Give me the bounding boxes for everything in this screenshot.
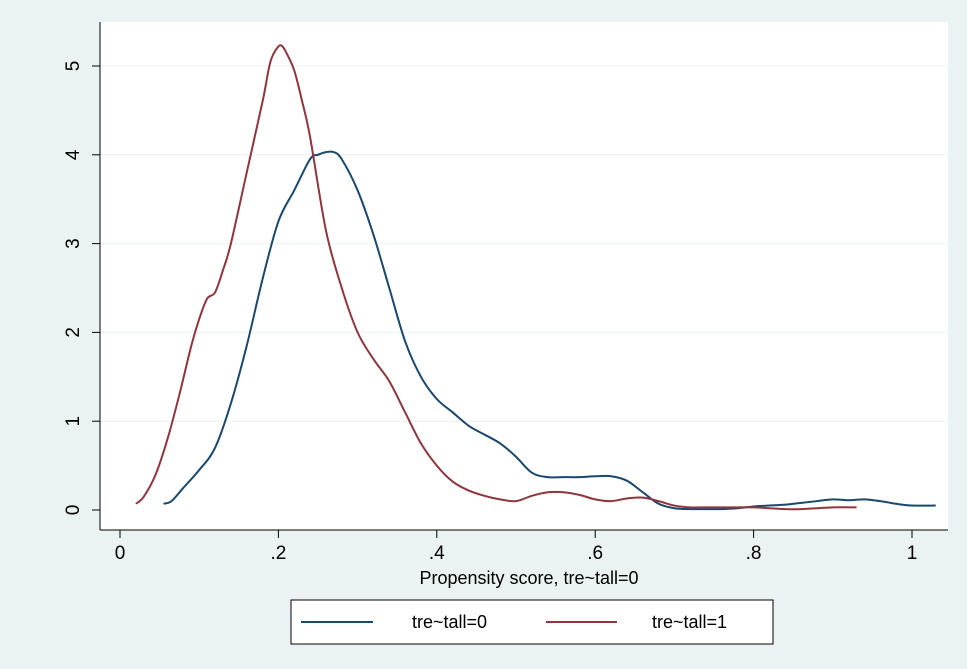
x-axis-ticks: 0 .2 .4 .6 .8 1 xyxy=(115,530,918,564)
x-tick-label: 0 xyxy=(115,543,126,564)
series-line-1 xyxy=(135,44,857,511)
y-tick-label: 1 xyxy=(63,416,84,427)
y-tick-label: 4 xyxy=(63,149,84,160)
y-axis-ticks: 0 1 2 3 4 5 xyxy=(63,61,100,516)
y-tick-label: 3 xyxy=(63,238,84,249)
y-tick-label: 0 xyxy=(63,505,84,516)
series-line-0 xyxy=(163,150,936,511)
x-tick-label: .8 xyxy=(746,543,762,564)
plot-area xyxy=(100,22,948,530)
grid-lines xyxy=(100,65,948,422)
y-tick-label: 5 xyxy=(63,61,84,72)
x-axis-title: Propensity score, tre~tall=0 xyxy=(419,568,638,588)
x-tick-label: 1 xyxy=(907,543,918,564)
legend: tre~tall=0 tre~tall=1 xyxy=(290,599,774,645)
y-tick-label: 2 xyxy=(63,327,84,338)
series-layer xyxy=(135,44,936,511)
x-tick-label: .6 xyxy=(587,543,603,564)
x-tick-label: .2 xyxy=(270,543,286,564)
x-tick-label: .4 xyxy=(429,543,445,564)
legend-label-series-0: tre~tall=0 xyxy=(412,612,487,632)
legend-label-series-1: tre~tall=1 xyxy=(652,612,727,632)
